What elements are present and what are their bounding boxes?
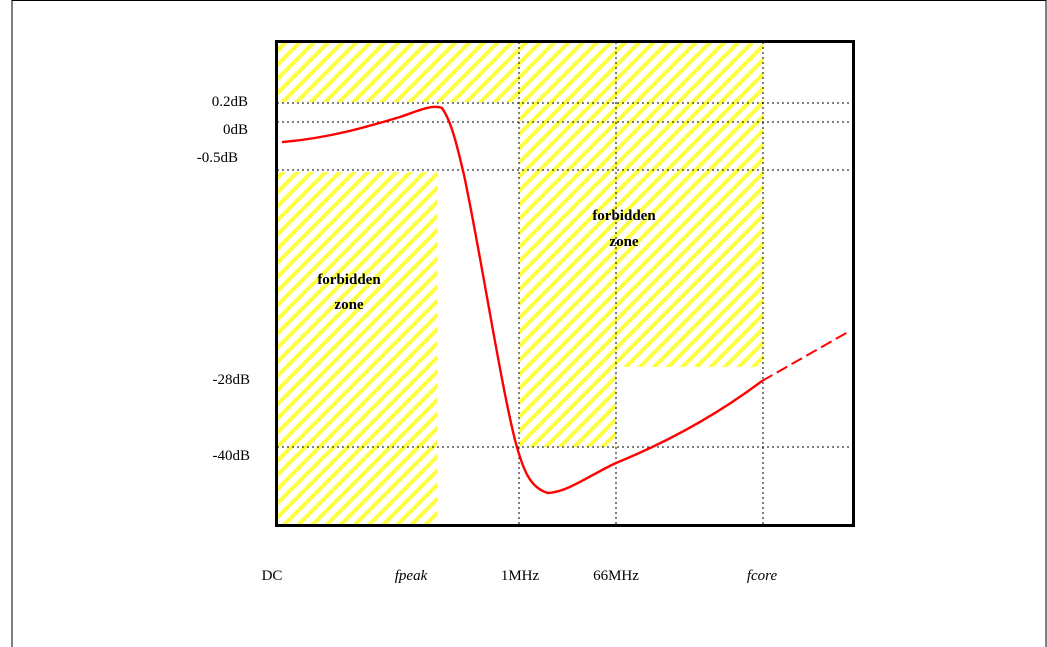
zone-label: zone <box>609 234 639 250</box>
forbidden-zone-middle <box>519 102 763 367</box>
y-tick-label: -28dB <box>213 372 251 388</box>
x-tick-label: 1MHz <box>501 568 540 584</box>
grid <box>277 42 853 525</box>
forbidden-zone-left <box>277 172 437 525</box>
x-tick-label: fpeak <box>395 568 428 584</box>
response-curve <box>281 105 764 495</box>
x-tick-label: 66MHz <box>593 568 639 584</box>
zone-label: zone <box>334 297 364 313</box>
forbidden-zone-top-band <box>277 42 763 102</box>
zone-label: forbidden <box>592 208 656 224</box>
y-tick-label: -40dB <box>213 448 251 464</box>
plot-frame <box>275 40 855 527</box>
x-tick-label: DC <box>262 568 283 584</box>
y-tick-label: 0.2dB <box>212 94 248 110</box>
y-tick-label: -0.5dB <box>197 150 238 166</box>
outer-border <box>11 0 1047 647</box>
zone-label: forbidden <box>317 272 381 288</box>
y-tick-label: 0dB <box>223 122 248 138</box>
x-tick-label: fcore <box>747 568 778 584</box>
forbidden-zone-middle-lower <box>519 367 616 447</box>
response-curve-extension <box>761 331 849 382</box>
